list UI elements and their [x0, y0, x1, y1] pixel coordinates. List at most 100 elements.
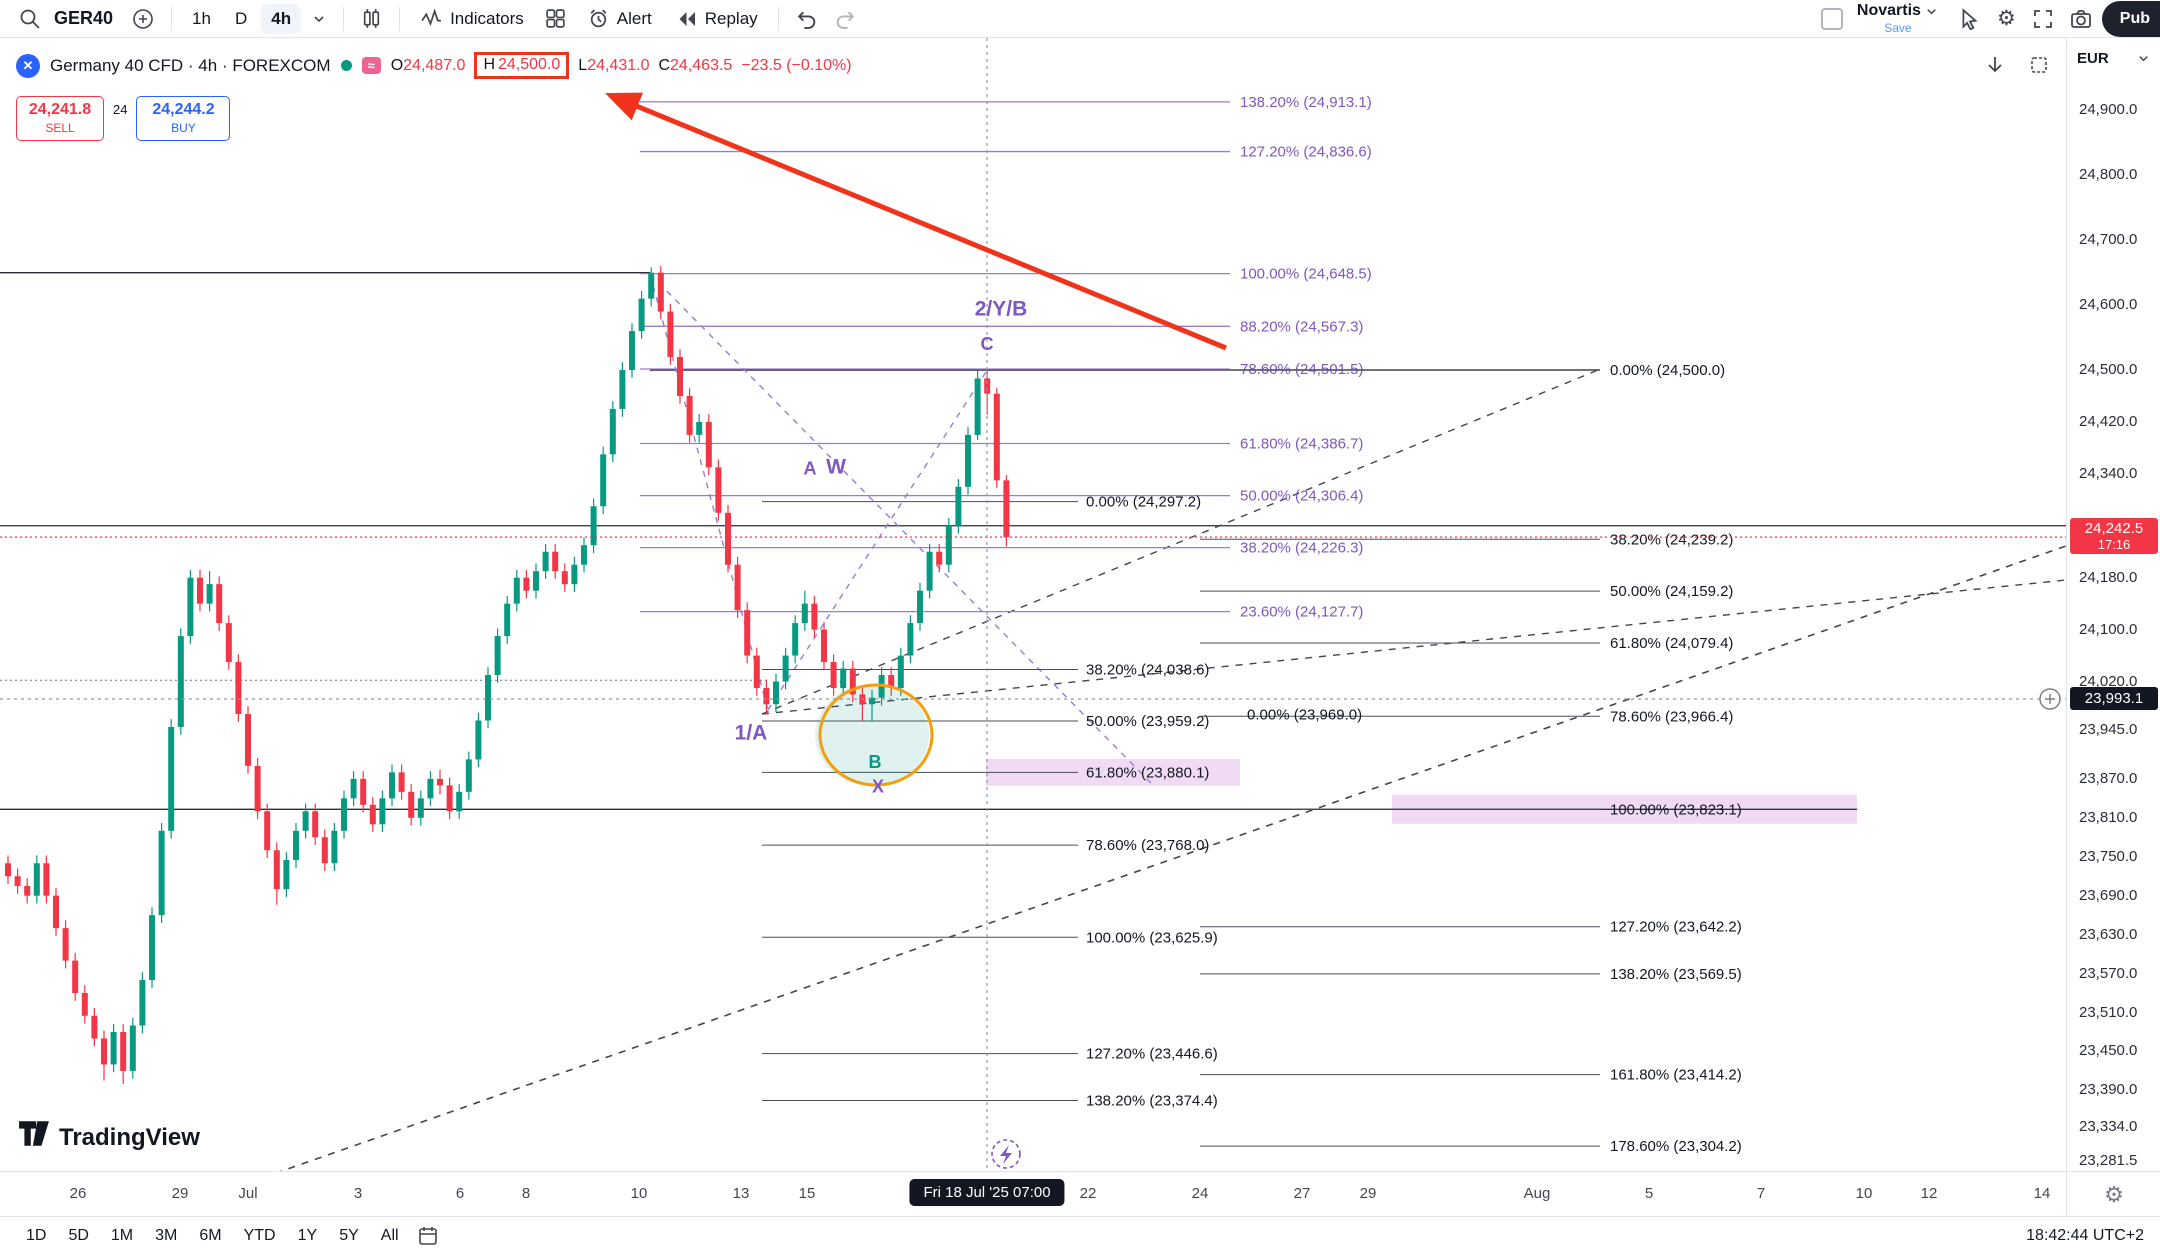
chart-type-candles-icon[interactable] [354, 5, 389, 32]
legend-symbol-title[interactable]: Germany 40 CFD · 4h · FOREXCOM [50, 55, 331, 75]
scroll-to-recent-icon[interactable] [1978, 52, 2012, 78]
candle-body [849, 668, 856, 695]
fib-upper-label: 88.20% (24,567.3) [1240, 318, 1363, 335]
time-axis-label: 10 [630, 1185, 648, 1202]
range-ytd-button[interactable]: YTD [243, 1227, 276, 1244]
candle-body [53, 895, 59, 929]
interval-4h-button[interactable]: 4h [261, 3, 302, 34]
goto-date-icon[interactable] [411, 1223, 445, 1249]
ohlc-values: O24,487.0 H 24,500.0 L24,431.0 C24,463.5 … [391, 52, 852, 79]
currency-caret-icon [2136, 51, 2151, 66]
interval-caret-icon[interactable] [305, 9, 333, 29]
search-icon[interactable] [12, 5, 48, 33]
layout-menu[interactable]: Novartis Save [1857, 3, 1939, 34]
range-5y-button[interactable]: 5Y [339, 1227, 359, 1244]
toolbar-separator [399, 6, 401, 31]
range-all-button[interactable]: All [380, 1227, 399, 1244]
axis-settings-corner[interactable]: ⚙ [2066, 1171, 2160, 1217]
range-3m-button[interactable]: 3M [155, 1227, 178, 1244]
time-axis-label: 13 [732, 1185, 750, 1202]
trendline [761, 369, 1599, 715]
candle-body [302, 811, 309, 831]
fib-upper-label: 23.60% (24,127.7) [1240, 604, 1363, 621]
candle-body [245, 713, 251, 766]
compare-add-icon[interactable] [125, 5, 161, 33]
time-axis-label: 12 [1920, 1185, 1938, 1202]
range-6m-button[interactable]: 6M [199, 1227, 222, 1244]
indicator-wave-icon[interactable]: ≈ [361, 57, 381, 74]
price-axis-label: 24,420.0 [2079, 412, 2138, 430]
cursor-icon[interactable] [1953, 6, 1987, 32]
candle-body [753, 655, 760, 689]
fullscreen-icon[interactable] [2026, 6, 2060, 32]
tradingview-logo-icon [18, 1120, 50, 1155]
fib-upper-label: 100.00% (24,648.5) [1240, 266, 1372, 283]
settings-gear-icon[interactable]: ⚙ [1996, 7, 2016, 30]
wave-label: C [981, 334, 994, 354]
candle-body [926, 551, 933, 591]
price-axis-label: 24,180.0 [2079, 568, 2138, 586]
price-axis[interactable]: EUR 24,900.0 24,800.0 24,700.0 24,600.0 24,5… [2066, 38, 2160, 1171]
lightning-icon [1000, 1145, 1012, 1164]
candle-body [321, 837, 328, 864]
buy-button[interactable]: 24,244.2 BUY [136, 96, 231, 141]
indicator-dot-icon[interactable] [340, 60, 352, 71]
layout-grid-icon[interactable] [538, 5, 573, 32]
last-price-badge: 24,242.5 17:16 [2070, 518, 2158, 555]
toolbar-separator [777, 6, 779, 31]
symbol-search-button[interactable]: GER40 [54, 8, 114, 28]
fib-mid-label: 61.80% (23,880.1) [1086, 764, 1209, 781]
indicators-button[interactable]: Indicators [410, 2, 534, 35]
candle-body [254, 765, 261, 812]
price-axis-label: 23,945.0 [2079, 721, 2138, 739]
low-label: L [578, 56, 588, 74]
interval-1h-button[interactable]: 1h [192, 8, 211, 28]
chart-canvas[interactable]: 138.20% (24,913.1) 127.20% (24,836.6) 100.… [0, 38, 2066, 1171]
undo-icon[interactable] [789, 5, 824, 32]
price-axis-label: 24,600.0 [2079, 296, 2138, 314]
range-1d-button[interactable]: 1D [26, 1227, 47, 1244]
clock[interactable]: 18:42:44 UTC+2 [2026, 1227, 2144, 1244]
replay-button[interactable]: Replay [666, 3, 768, 35]
candle-body [216, 584, 223, 624]
axis-gear-icon[interactable]: ⚙ [2104, 1181, 2124, 1207]
alert-button[interactable]: Alert [577, 2, 662, 35]
chevron-down-icon [1924, 4, 1939, 19]
sell-button[interactable]: 24,241.8 SELL [16, 96, 104, 141]
time-axis-label: 29 [1359, 1185, 1377, 1202]
checkbox-icon[interactable] [1820, 7, 1843, 30]
candle-body [408, 791, 415, 818]
interval-d-button[interactable]: D [234, 8, 248, 28]
range-5d-button[interactable]: 5D [68, 1227, 89, 1244]
symbol-logo-icon: ✕ [16, 53, 40, 78]
fib-mid-label: 38.20% (24,038.6) [1086, 661, 1209, 678]
candle-body [427, 778, 434, 799]
price-axis-label: 23,570.0 [2079, 964, 2138, 982]
fib-upper-label: 38.20% (24,226.3) [1240, 540, 1363, 557]
tradingview-watermark[interactable]: TradingView [18, 1120, 200, 1155]
time-axis[interactable]: 26 29 Jul 3 6 8 10 13 15 22 24 27 29 Aug 5 7 10 12 14 Fri 1… [0, 1171, 2066, 1217]
range-1m-button[interactable]: 1M [110, 1227, 134, 1244]
save-button[interactable]: Save [1884, 21, 1912, 35]
range-buttons: 1D 5D 1M 3M 6M YTD 1Y 5Y All [16, 1222, 409, 1250]
redo-icon[interactable] [828, 5, 863, 32]
candle-body [533, 571, 539, 591]
top-toolbar: GER40 1h D 4h Indicators Alert [0, 0, 2160, 38]
candle-body [629, 331, 635, 370]
candle-body [715, 467, 722, 513]
fib-mid-label: 0.00% (24,297.2) [1086, 494, 1201, 511]
camera-snapshot-icon[interactable] [2064, 6, 2098, 32]
wave-label: X [872, 777, 884, 797]
candle-body [312, 811, 319, 838]
candle-body [523, 577, 530, 591]
chart-area[interactable]: 138.20% (24,913.1) 127.20% (24,836.6) 100.… [0, 38, 2066, 1171]
screenshot-frame-icon[interactable] [2022, 52, 2056, 78]
indicators-label: Indicators [450, 8, 524, 28]
range-1y-button[interactable]: 1Y [297, 1227, 318, 1244]
candle-body [456, 791, 463, 812]
currency-selector[interactable]: EUR [2067, 50, 2160, 67]
sell-label: SELL [45, 121, 75, 135]
candle-body [945, 525, 952, 565]
publish-button[interactable]: Pub [2101, 0, 2160, 37]
fib-mid-label: 50.00% (23,959.2) [1086, 713, 1209, 730]
